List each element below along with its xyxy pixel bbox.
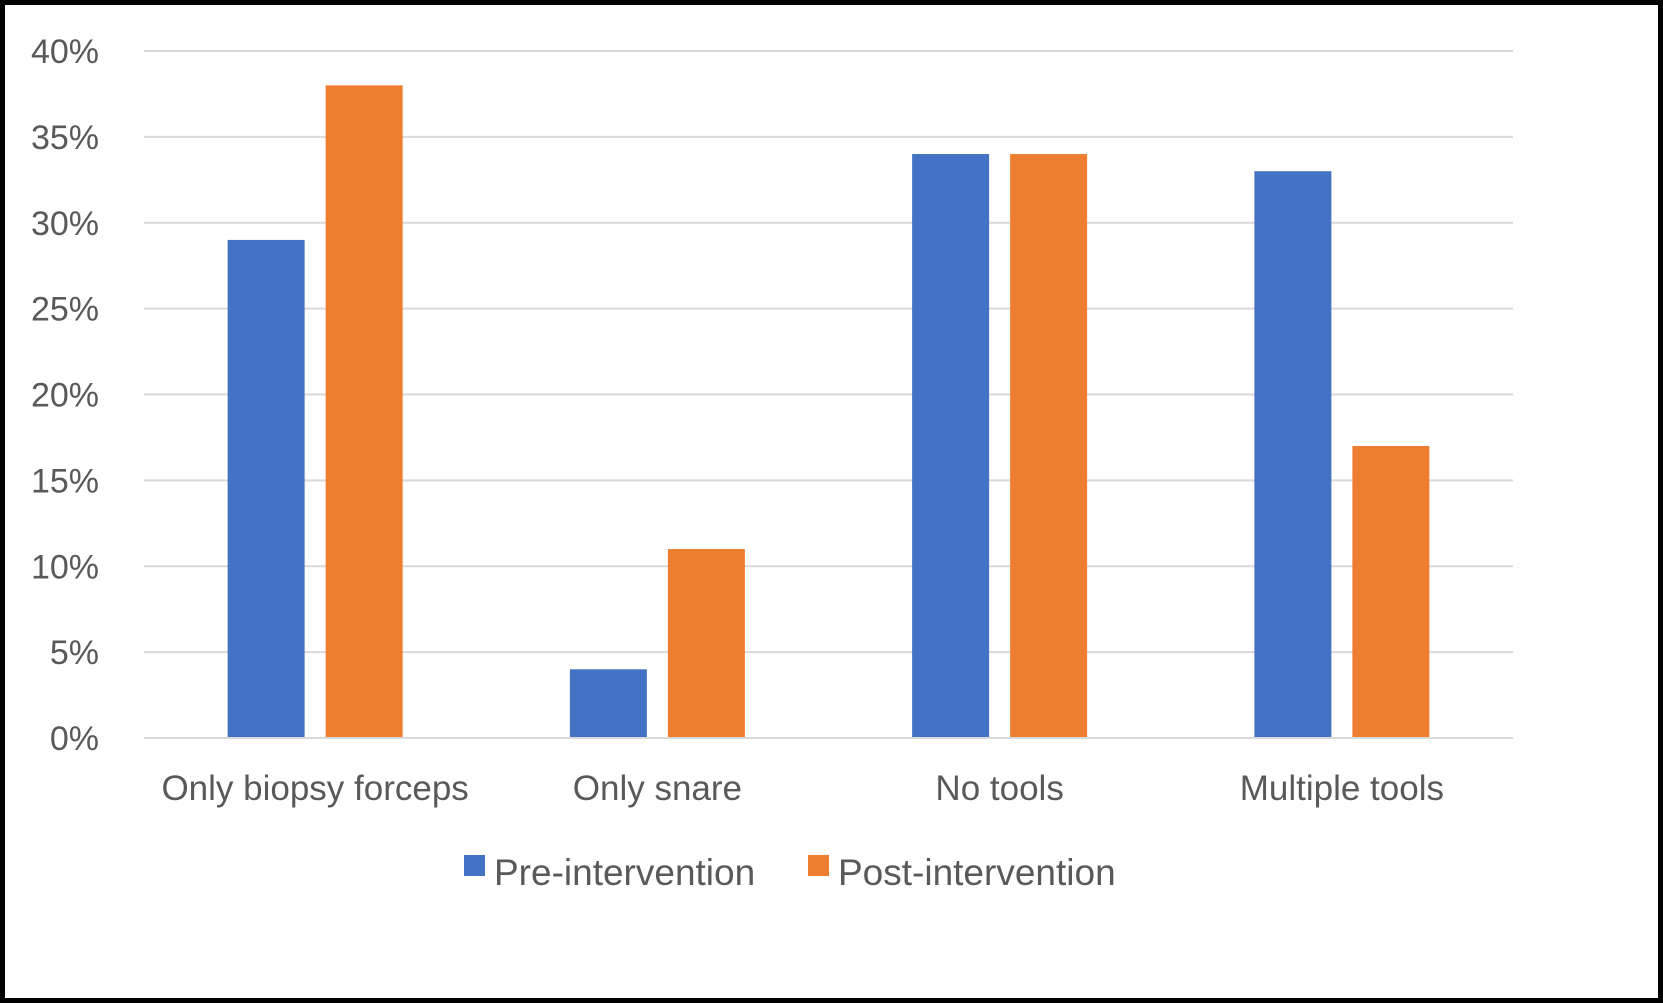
legend: Pre-intervention Post-intervention — [464, 852, 1116, 893]
bar-post-intervention — [325, 85, 403, 739]
y-tick-label: 5% — [50, 634, 99, 672]
y-axis-tick-labels: 0% 5% 10% 15% 20% 25% 30% 35% 40% — [31, 33, 99, 758]
bar-chart: 0% 5% 10% 15% 20% 25% 30% 35% 40% Only biopsy fo… — [31, 33, 1513, 893]
bar-post-intervention — [1352, 446, 1430, 738]
x-category-label: No tools — [935, 769, 1063, 808]
y-tick-label: 40% — [31, 33, 99, 71]
y-tick-label: 35% — [31, 119, 99, 157]
bar-post-intervention — [1010, 154, 1088, 739]
bar-pre-intervention — [227, 239, 305, 739]
legend-swatch — [808, 855, 829, 876]
y-tick-label: 30% — [31, 205, 99, 243]
x-axis-category-labels: Only biopsy forceps Only snare No tools Mul… — [161, 769, 1444, 808]
chart-frame: 0% 5% 10% 15% 20% 25% 30% 35% 40% Only biopsy fo… — [5, 5, 1658, 998]
x-category-label: Only snare — [573, 769, 742, 808]
y-tick-label: 15% — [31, 462, 99, 500]
legend-label: Post-intervention — [838, 852, 1116, 893]
x-category-label: Multiple tools — [1240, 769, 1444, 808]
legend-swatch — [464, 855, 485, 876]
bar-pre-intervention — [1254, 171, 1332, 739]
bar-pre-intervention — [912, 154, 990, 739]
bar-pre-intervention — [569, 669, 647, 738]
y-tick-label: 10% — [31, 548, 99, 586]
x-category-label: Only biopsy forceps — [161, 769, 468, 808]
bars — [227, 85, 1430, 739]
y-tick-label: 20% — [31, 377, 99, 415]
bar-post-intervention — [667, 549, 745, 738]
legend-label: Pre-intervention — [494, 852, 755, 893]
y-tick-label: 0% — [50, 720, 99, 758]
y-tick-label: 25% — [31, 291, 99, 329]
